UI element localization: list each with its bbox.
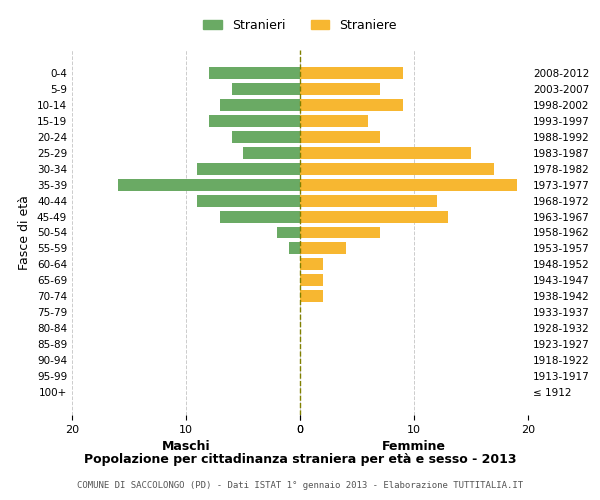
Bar	[300, 66, 403, 78]
Bar	[220, 98, 300, 110]
Bar	[300, 98, 403, 110]
Y-axis label: Anni di nascita: Anni di nascita	[596, 186, 600, 279]
Bar	[300, 162, 494, 174]
Bar	[300, 290, 323, 302]
Bar	[289, 242, 300, 254]
Bar	[300, 130, 380, 142]
Bar	[232, 82, 300, 94]
Bar	[243, 146, 300, 158]
Bar	[209, 114, 300, 126]
Bar	[300, 242, 346, 254]
Bar	[220, 210, 300, 222]
Bar	[197, 194, 300, 206]
Y-axis label: Fasce di età: Fasce di età	[19, 195, 31, 270]
Bar	[300, 274, 323, 286]
Bar	[118, 178, 300, 190]
Bar	[300, 194, 437, 206]
Legend: Stranieri, Straniere: Stranieri, Straniere	[198, 14, 402, 37]
Bar	[232, 130, 300, 142]
Bar	[300, 146, 471, 158]
Bar	[209, 66, 300, 78]
Text: COMUNE DI SACCOLONGO (PD) - Dati ISTAT 1° gennaio 2013 - Elaborazione TUTTITALIA: COMUNE DI SACCOLONGO (PD) - Dati ISTAT 1…	[77, 480, 523, 490]
Bar	[300, 114, 368, 126]
X-axis label: Femmine: Femmine	[382, 440, 446, 454]
Bar	[300, 258, 323, 270]
Bar	[277, 226, 300, 238]
X-axis label: Maschi: Maschi	[161, 440, 211, 454]
Bar	[300, 226, 380, 238]
Bar	[300, 210, 448, 222]
Bar	[300, 82, 380, 94]
Bar	[300, 178, 517, 190]
Text: Popolazione per cittadinanza straniera per età e sesso - 2013: Popolazione per cittadinanza straniera p…	[84, 454, 516, 466]
Bar	[197, 162, 300, 174]
